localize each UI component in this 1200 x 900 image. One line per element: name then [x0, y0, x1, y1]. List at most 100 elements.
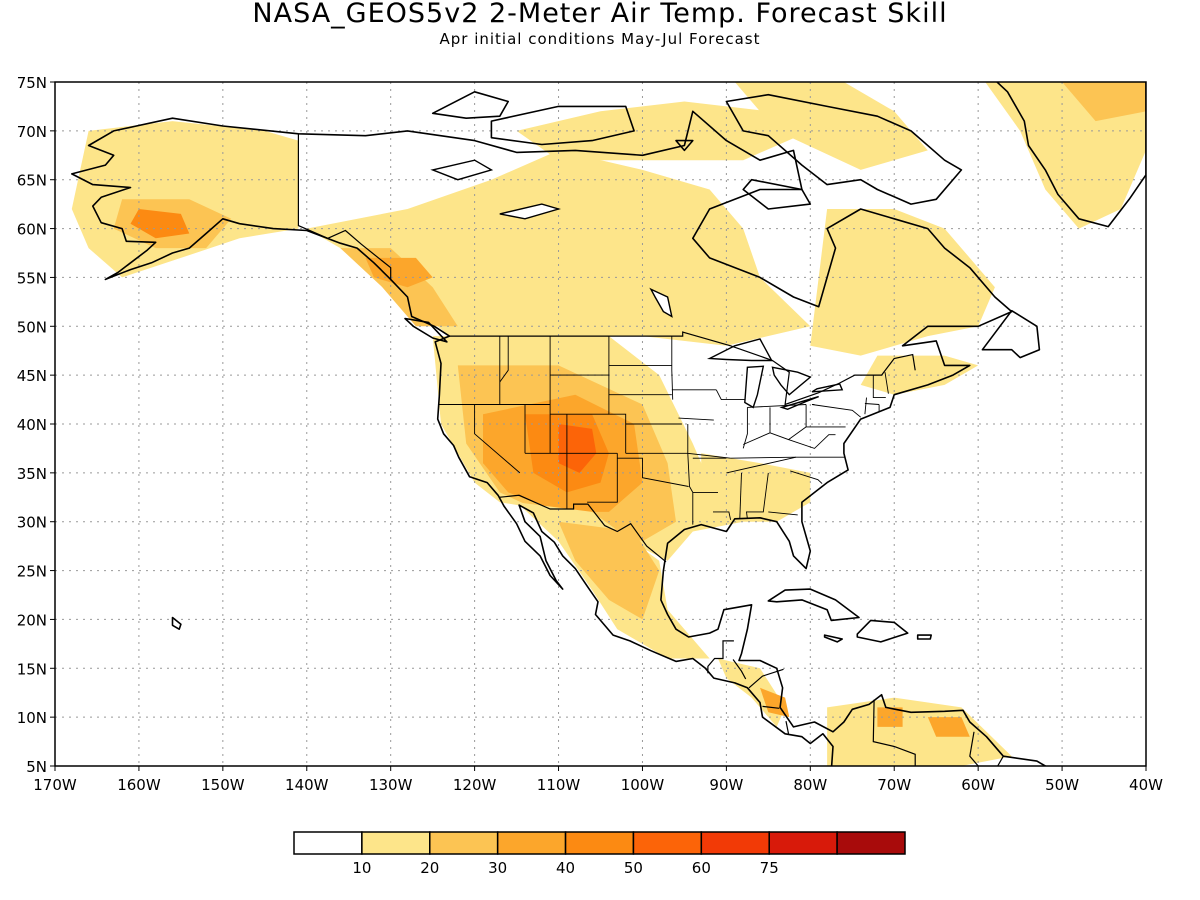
lat-tick-label: 35N — [17, 465, 47, 483]
lat-tick-label: 10N — [17, 709, 47, 727]
skill-region-greenland-hi — [1062, 82, 1146, 122]
lon-tick-label: 170W — [33, 776, 77, 794]
border-us-mexico — [498, 494, 667, 563]
lat-tick-label: 15N — [17, 660, 47, 678]
colorbar-swatch — [564, 831, 635, 855]
state-boundary — [715, 389, 745, 401]
lake-lake-michigan — [744, 365, 765, 409]
coastline-greenland — [995, 82, 1146, 228]
lat-tick-label: 50N — [17, 318, 47, 336]
skill-region-canada-arctic — [516, 101, 811, 161]
coastline-southampton-island-2 — [675, 139, 694, 152]
border-sa-2 — [969, 731, 979, 766]
lat-tick-label: 20N — [17, 611, 47, 629]
border-sa-3 — [997, 755, 1004, 766]
map-title: NASA_GEOS5v2 2-Meter Air Temp. Forecast … — [252, 0, 948, 29]
skill-region-us-4corners — [558, 424, 597, 473]
lake-lake-ontario — [811, 383, 844, 393]
colorbar-swatch — [700, 831, 770, 855]
lat-tick-label: 30N — [17, 514, 47, 532]
latitude-axis: 5N 10N 15N 20N 25N 30N 35N 40N 45N 50N 55N 60N 65N 70… — [17, 74, 55, 776]
colorbar-label: 20 — [420, 859, 439, 877]
state-boundary — [747, 404, 807, 408]
state-boundary — [811, 404, 861, 418]
lat-tick-label: 45N — [17, 367, 47, 385]
lat-tick-label: 25N — [17, 563, 47, 581]
coastline-hispaniola — [856, 619, 909, 643]
lon-tick-label: 120W — [453, 776, 497, 794]
skill-region-alaska — [71, 121, 299, 278]
state-boundary — [739, 472, 742, 519]
state-boundary — [864, 403, 880, 405]
state-boundary — [768, 511, 798, 516]
state-boundary — [864, 397, 867, 415]
colorbar-label: 50 — [624, 859, 643, 877]
coastline-victoria-island — [490, 105, 635, 146]
lat-tick-label: 65N — [17, 172, 47, 190]
coastline-puerto-rico — [916, 634, 933, 640]
state-boundary — [617, 457, 689, 487]
skill-region-alaska-sw — [130, 209, 190, 239]
lake-great-bear-lake — [430, 159, 494, 181]
state-boundary — [713, 511, 732, 520]
lon-tick-label: 150W — [201, 776, 245, 794]
colorbar-swatch — [768, 831, 838, 855]
lon-tick-label: 100W — [621, 776, 665, 794]
state-boundary — [872, 375, 886, 399]
state-boundary — [742, 407, 748, 449]
lon-tick-label: 140W — [285, 776, 329, 794]
state-boundary — [788, 434, 836, 449]
border-mex-guatemala — [707, 640, 734, 674]
border-ca-1 — [732, 659, 747, 680]
coastline-cuba — [767, 588, 860, 622]
state-boundary — [769, 426, 807, 441]
lon-tick-label: 110W — [537, 776, 581, 794]
coastline-banks-island — [431, 91, 510, 119]
state-boundary — [474, 404, 521, 474]
lon-tick-label: 70W — [877, 776, 911, 794]
border-ca-4 — [785, 720, 790, 734]
lat-tick-label: 70N — [17, 123, 47, 141]
skill-region-s-america-hi2 — [927, 717, 970, 737]
lon-tick-label: 40W — [1129, 776, 1163, 794]
coastline-vancouver-island — [404, 317, 448, 343]
coastline-southampton-island — [742, 178, 812, 210]
state-boundary — [790, 470, 823, 484]
state-boundary — [499, 336, 509, 383]
skill-shading-layer — [71, 82, 1146, 766]
state-boundary — [687, 453, 694, 525]
lon-tick-label: 90W — [709, 776, 743, 794]
border-alaska-canada — [297, 133, 392, 281]
lon-tick-label: 50W — [1045, 776, 1079, 794]
coastline-layer — [71, 82, 1146, 766]
lon-tick-label: 60W — [961, 776, 995, 794]
colorbar-swatch — [836, 831, 906, 855]
lon-tick-label: 160W — [117, 776, 161, 794]
lat-tick-label: 5N — [26, 758, 47, 776]
skill-region-bc-coast-hi — [365, 257, 433, 288]
colorbar-swatch — [496, 831, 567, 855]
colorbar: 10 20 30 40 50 60 75 — [293, 831, 906, 877]
colorbar-swatch — [361, 831, 431, 855]
lat-tick-label: 55N — [17, 269, 47, 287]
skill-region-arctic-islands — [734, 82, 928, 170]
border-sa-1 — [872, 699, 916, 766]
lat-tick-label: 40N — [17, 416, 47, 434]
lat-tick-label: 60N — [17, 221, 47, 239]
state-boundary — [678, 417, 714, 421]
coastline-jamaica — [823, 634, 844, 643]
state-boundary — [730, 456, 797, 459]
colorbar-label: 75 — [760, 859, 779, 877]
lat-tick-label: 75N — [17, 74, 47, 92]
coastline-north-america — [71, 110, 1047, 766]
state-boundary — [884, 372, 889, 394]
state-boundary — [745, 472, 769, 519]
border-us-canada — [449, 331, 916, 406]
skill-region-us-se — [701, 453, 811, 522]
state-boundary — [726, 456, 797, 474]
coastline-newfoundland — [981, 309, 1041, 359]
colorbar-swatch — [293, 831, 363, 855]
colorbar-swatch — [632, 831, 703, 855]
border-ca-2 — [748, 668, 784, 689]
